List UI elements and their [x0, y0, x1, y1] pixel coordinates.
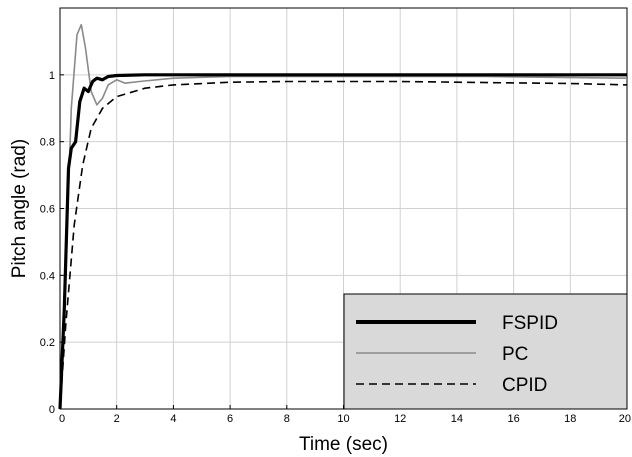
y-tick-label: 0.8	[40, 137, 55, 149]
axis-ticks: 0 2 4 6 8 10 12 14 16 18 20 0 0.2 0.4 0.6 0.8 1	[40, 70, 631, 425]
x-tick-label: 14	[451, 413, 463, 425]
legend: FSPID PC CPID	[343, 293, 628, 410]
x-tick-label: 16	[507, 413, 519, 425]
y-tick-label: 0.2	[40, 337, 55, 349]
x-tick-label: 0	[59, 413, 65, 425]
legend-label-fspid: FSPID	[502, 313, 558, 334]
x-tick-label: 10	[337, 413, 349, 425]
y-tick-label: 0.4	[40, 270, 55, 282]
legend-label-cpid: CPID	[502, 375, 547, 396]
series-line-cpid	[59, 80, 628, 410]
x-tick-label: 12	[394, 413, 406, 425]
y-axis-label: Pitch angle (rad)	[9, 139, 30, 278]
x-tick-label: 4	[170, 413, 176, 425]
legend-label-pc: PC	[502, 344, 528, 365]
x-tick-label: 20	[619, 413, 631, 425]
y-tick-label: 1	[49, 70, 55, 82]
x-tick-label: 8	[284, 413, 290, 425]
legend-box	[343, 293, 628, 410]
series-line-pc	[59, 23, 628, 410]
x-tick-label: 18	[564, 413, 576, 425]
x-tick-label: 6	[227, 413, 233, 425]
x-axis-label: Time (sec)	[299, 434, 388, 455]
x-tick-label: 2	[114, 413, 120, 425]
y-tick-label: 0	[49, 404, 55, 416]
series-line-fspid	[58, 73, 627, 410]
y-tick-label: 0.6	[40, 204, 55, 216]
series-layer	[58, 23, 628, 410]
